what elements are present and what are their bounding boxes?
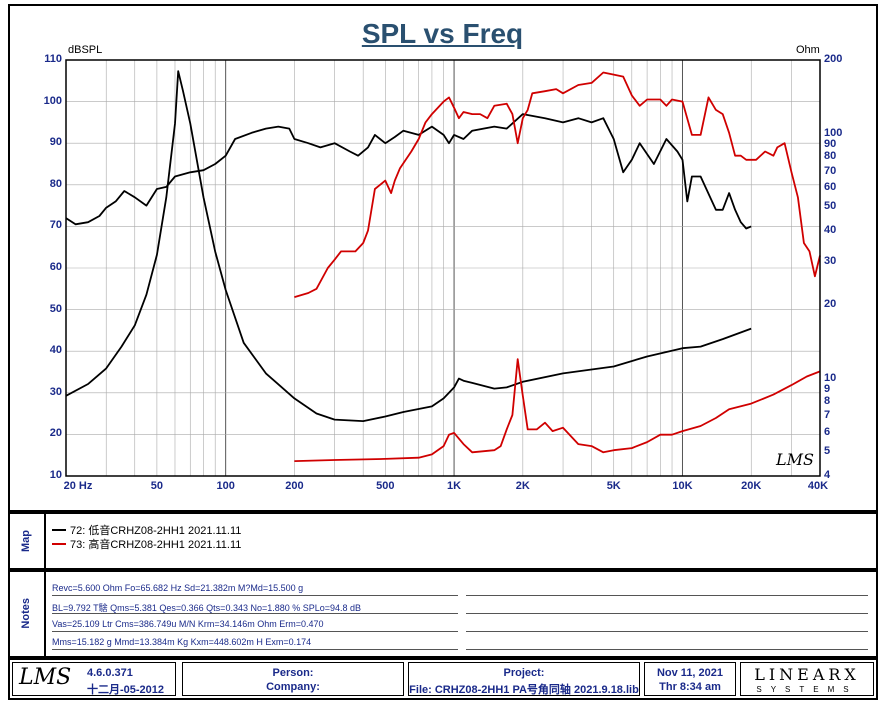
left-tick-label: 10	[49, 469, 62, 481]
right-tick-label: 6	[824, 425, 831, 438]
map-label: Map	[20, 530, 32, 552]
x-tick-label: 10K	[672, 480, 693, 492]
x-tick-label: 20 Hz	[63, 480, 93, 492]
brand-systems: SYSTEMS	[756, 685, 858, 694]
x-tick-label: 5K	[606, 480, 621, 492]
x-tick-label: 500	[376, 480, 395, 492]
left-tick-label: 90	[49, 136, 62, 149]
legend-swatch-red	[52, 543, 66, 545]
plot-border	[65, 59, 821, 477]
right-tick-label: 9	[824, 382, 831, 395]
x-tick-label: 200	[285, 480, 304, 492]
right-tick-label: 80	[824, 150, 837, 163]
project-file: File: CRHZ08-2HH1 PA号角同轴 2021.9.18.lib	[409, 684, 639, 696]
company-label: Company:	[266, 681, 320, 693]
spl-plot	[65, 59, 821, 477]
legend-item-72: 72: 低音CRHZ08-2HH1 2021.11.11	[52, 522, 241, 538]
notes-panel	[8, 570, 878, 658]
left-tick-label: 80	[49, 177, 62, 190]
left-tick-label: 40	[49, 344, 62, 357]
right-tick-label: 40	[824, 224, 837, 237]
series-line-0	[65, 113, 752, 230]
left-tick-label: 100	[43, 94, 62, 107]
chart-title: SPL vs Freq	[361, 18, 524, 49]
right-tick-label: 200	[824, 53, 843, 65]
x-tick-label: 100	[216, 480, 235, 492]
note-row-1: Revc=5.600 Ohm Fo=65.682 Hz Sd=21.382m M…	[52, 583, 304, 593]
series-line-2	[294, 71, 821, 298]
map-panel	[8, 512, 878, 570]
plot-curves	[65, 70, 821, 462]
footer-version-date: 十二月-05-2012	[87, 684, 165, 696]
right-tick-label: 10	[824, 371, 837, 384]
series-line-1	[65, 70, 752, 423]
footer-date: Nov 11, 2021	[656, 667, 724, 679]
right-tick-label: 100	[824, 126, 843, 139]
notes-label: Notes	[20, 598, 32, 629]
right-tick-label: 50	[824, 200, 837, 213]
right-tick-label: 60	[824, 181, 837, 194]
left-tick-label: 30	[49, 385, 62, 398]
plot-grid	[65, 59, 821, 477]
chart-panel	[8, 4, 878, 512]
series-line-3	[294, 358, 821, 462]
x-tick-label: 20K	[741, 480, 762, 492]
footer	[8, 658, 878, 700]
right-tick-label: 8	[824, 395, 831, 408]
note-row-3: Vas=25.109 Ltr Cms=386.749u M/N Krm=34.1…	[52, 619, 324, 629]
x-tick-label: 2K	[515, 480, 530, 492]
right-axis-label: Ohm	[796, 44, 820, 56]
note-row-4: Mms=15.182 g Mmd=13.384m Kg Kxm=448.602m…	[52, 637, 312, 647]
right-tick-label: 7	[824, 409, 831, 422]
legend-swatch-black	[52, 529, 66, 531]
lms-watermark: LMS	[776, 450, 814, 469]
map-tab	[8, 512, 46, 570]
right-tick-label: 90	[824, 137, 837, 150]
left-tick-label: 20	[49, 427, 62, 440]
footer-version-cell: LMS 4.6.0.371 十二月-05-2012	[12, 662, 176, 696]
footer-brand-cell: LINEARX SYSTEMS	[740, 662, 874, 696]
legend-label-72: 72: 低音CRHZ08-2HH1 2021.11.11	[70, 525, 242, 537]
left-tick-label: 50	[49, 302, 62, 315]
left-axis-label: dBSPL	[68, 44, 103, 56]
footer-project-cell: Project: File: CRHZ08-2HH1 PA号角同轴 2021.9…	[408, 662, 640, 696]
x-tick-label: 40K	[807, 480, 829, 492]
left-tick-label: 70	[49, 219, 62, 232]
right-tick-label: 20	[824, 297, 837, 310]
footer-person-cell: Person: Company:	[182, 662, 404, 696]
x-tick-label: 1K	[447, 480, 462, 492]
right-tick-label: 4	[824, 469, 831, 481]
legend-label-73: 73: 高音CRHZ08-2HH1 2021.11.11	[70, 539, 242, 551]
person-label: Person:	[272, 667, 314, 679]
right-tick-label: 5	[824, 445, 831, 458]
footer-time: Thr 8:34 am	[659, 681, 721, 693]
note-row-2: BL=9.792 T騇 Qms=5.381 Qes=0.366 Qts=0.34…	[52, 603, 362, 613]
project-label: Project:	[503, 667, 545, 679]
notes-tab	[8, 570, 46, 658]
legend-item-73: 73: 高音CRHZ08-2HH1 2021.11.11	[52, 536, 241, 552]
right-tick-label: 70	[824, 164, 837, 177]
left-tick-label: 110	[44, 53, 62, 65]
right-tick-label: 30	[824, 254, 837, 267]
left-tick-label: 60	[49, 261, 62, 273]
footer-version: 4.6.0.371	[87, 667, 133, 679]
footer-date-cell: Nov 11, 2021 Thr 8:34 am	[644, 662, 736, 696]
x-tick-label: 50	[150, 480, 164, 492]
brand-linearx: LINEARX	[754, 665, 860, 684]
footer-lms-logo: LMS	[19, 665, 72, 690]
